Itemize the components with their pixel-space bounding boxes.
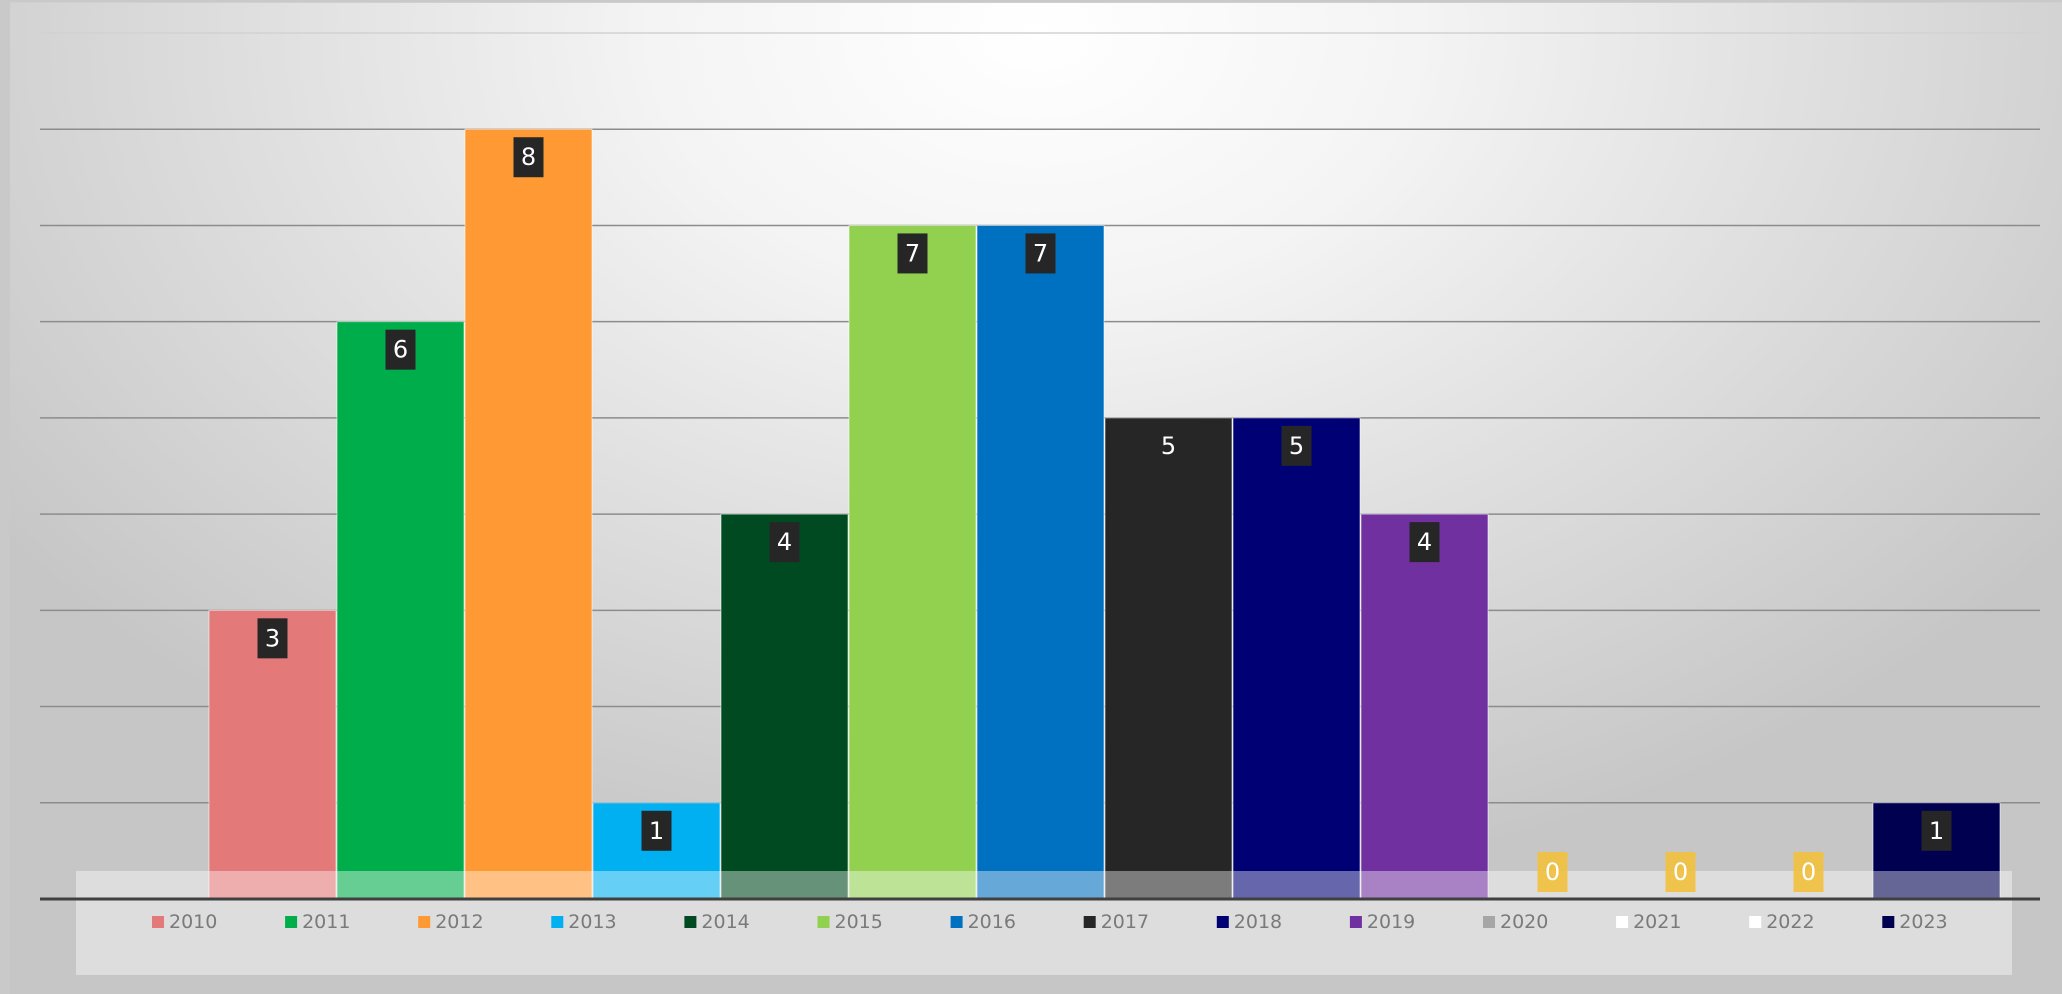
legend-swatch [1349,916,1362,928]
data-label-text: 7 [1033,239,1048,267]
bar-2016 [976,224,1105,900]
legend-swatch [684,916,697,928]
data-label-box [1921,810,1952,851]
data-label-box [1281,425,1312,466]
legend-label: 2012 [435,911,483,933]
legend-swatch [817,916,830,928]
legend-background [76,871,2012,975]
data-label-box [1537,852,1568,892]
data-label-text: 0 [1545,858,1560,886]
data-label-box [1409,522,1440,563]
legend-swatch [950,916,963,928]
data-label-2014: 4 [769,522,800,563]
data-label-box [513,137,544,178]
bar-2012 [464,128,593,900]
legend-swatch [1616,916,1629,928]
legend-item-2013: 2013 [551,911,617,933]
data-label-text: 4 [777,528,792,556]
legend-item-2018: 2018 [1216,911,1282,933]
legend-item-2023: 2023 [1882,911,1948,933]
data-label-box [1665,852,1696,892]
data-label-2023: 1 [1921,810,1952,851]
data-label-box [769,522,800,563]
legend-label: 2019 [1367,911,1415,933]
data-label-text: 4 [1417,528,1432,556]
legend-label: 2010 [169,911,217,933]
data-label-text: 1 [649,817,664,845]
data-label-2013: 1 [641,810,672,851]
data-label-text: 5 [1161,432,1176,460]
data-label-2021: 0 [1665,852,1696,892]
legend-label: 2013 [568,911,616,933]
legend-swatch [1483,916,1495,928]
legend-label: 2018 [1234,911,1282,933]
legend-label: 2011 [302,911,350,933]
legend-label: 2016 [968,911,1016,933]
legend-swatch [1882,916,1895,928]
legend-label: 2023 [1899,911,1947,933]
data-label-2016: 7 [1025,233,1056,274]
data-label-text: 5 [1289,432,1304,460]
data-label-2022: 0 [1793,852,1824,892]
legend-item-2017: 2017 [1083,911,1149,933]
data-label-2019: 4 [1409,522,1440,563]
bar-2015 [848,224,977,900]
data-label-text: 3 [265,624,280,652]
bar-2017 [1104,417,1233,900]
data-label-2017: 5 [1161,432,1176,460]
legend-swatch [1083,916,1096,928]
data-label-2012: 8 [513,137,544,178]
data-label-text: 0 [1673,858,1688,886]
data-label-2010: 3 [257,618,288,659]
bar-2018 [1232,417,1361,900]
data-label-box [897,233,928,274]
legend-swatch [1749,916,1762,928]
data-label-text: 0 [1801,858,1816,886]
data-label-box [385,329,416,370]
data-label-2020: 0 [1537,852,1568,892]
data-label-box [1025,233,1056,274]
legend-label: 2022 [1766,911,1814,933]
legend-swatch [418,916,431,928]
legend-swatch [285,916,298,928]
legend-label: 2020 [1500,911,1548,933]
legend-label: 2014 [701,911,749,933]
legend-item-2010: 2010 [152,911,217,933]
legend-item-2014: 2014 [684,911,750,933]
data-label-box [257,618,288,659]
legend-swatch [551,916,564,928]
legend-item-2022: 2022 [1749,911,1815,933]
data-label-2015: 7 [897,233,928,274]
data-label-box [1793,852,1824,892]
data-labels: 3 6 8 1 4 7 7 5 5 4 0 0 0 1 [257,137,1952,892]
data-label-2018: 5 [1281,425,1312,466]
data-label-2011: 6 [385,329,416,370]
legend-item-2015: 2015 [817,911,883,933]
bar-2011 [336,321,465,900]
legend-item-2021: 2021 [1616,911,1681,933]
data-label-text: 1 [1929,817,1944,845]
legend-swatch [152,916,164,928]
legend-swatch [1216,916,1229,928]
legend: 2010 2011 2012 2013 2014 2015 2016 2017 2018 2019… [152,911,1948,933]
legend-label: 2015 [835,911,883,933]
data-label-text: 7 [905,239,920,267]
legend-item-2012: 2012 [418,911,484,933]
bars [208,128,2001,900]
legend-item-2011: 2011 [285,911,350,933]
legend-item-2016: 2016 [950,911,1016,933]
legend-label: 2017 [1101,911,1149,933]
bar-2010 [208,609,337,900]
bar-2019 [1360,513,1489,900]
bar-2014 [720,513,849,900]
legend-item-2020: 2020 [1483,911,1548,933]
data-label-text: 8 [521,143,536,171]
data-label-text: 6 [393,336,408,364]
data-label-box [641,810,672,851]
legend-item-2019: 2019 [1349,911,1415,933]
legend-label: 2021 [1633,911,1681,933]
